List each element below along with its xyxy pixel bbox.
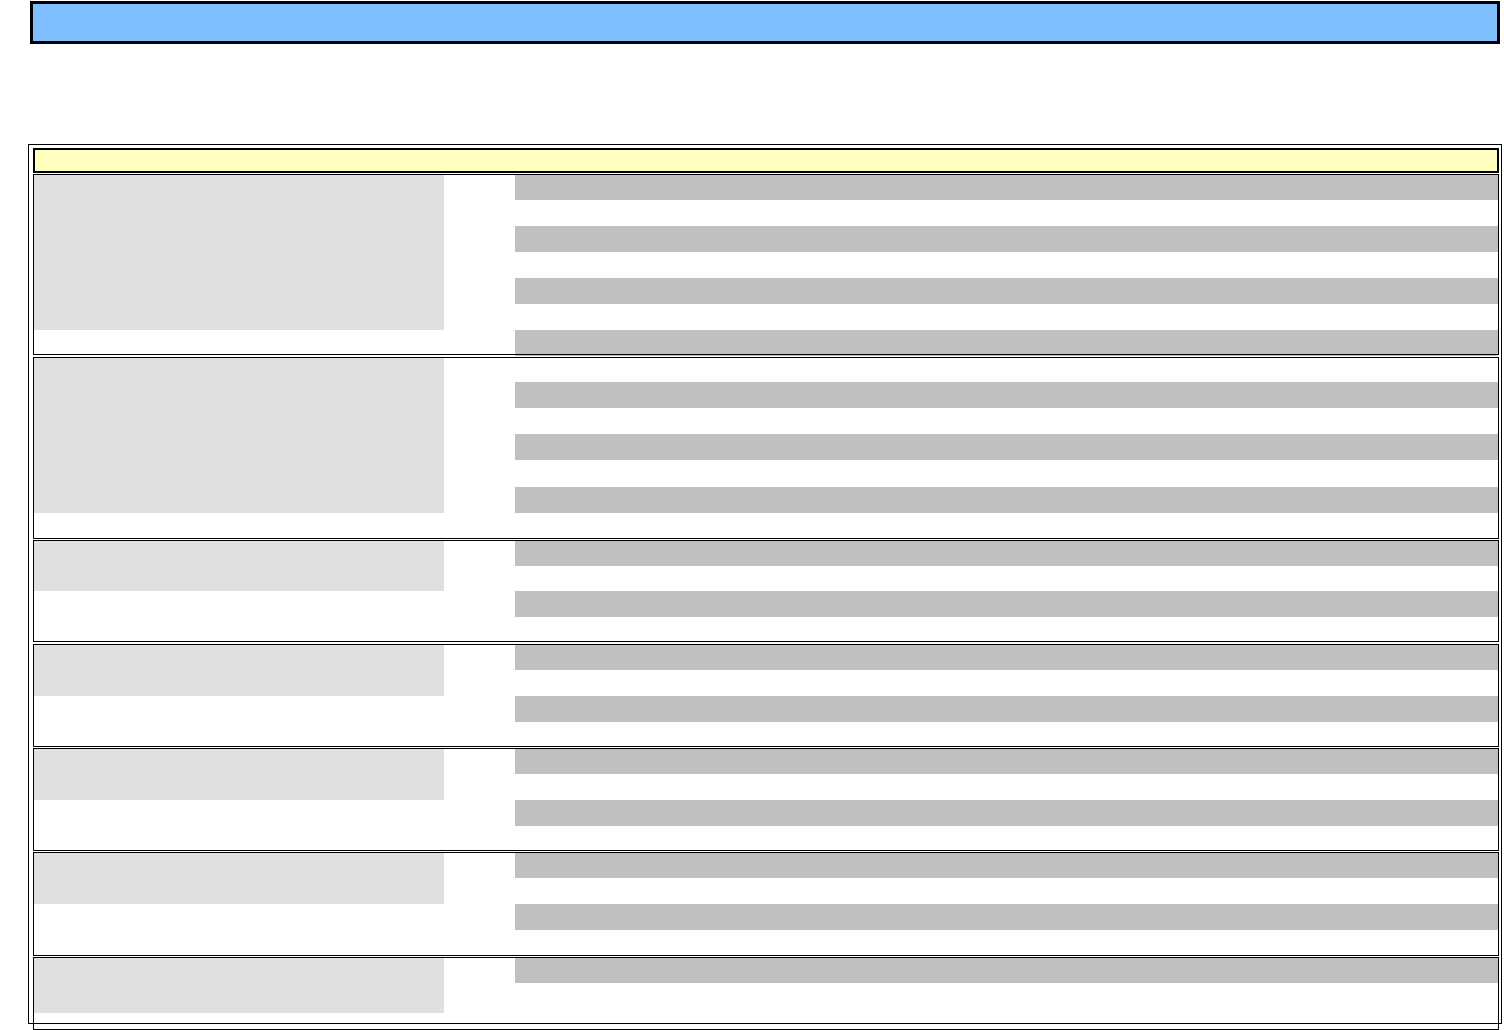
field-row bbox=[515, 434, 1498, 460]
form-section-6 bbox=[33, 852, 1499, 956]
field-row bbox=[515, 330, 1498, 356]
form-banner bbox=[33, 148, 1499, 173]
label-cell bbox=[33, 540, 444, 591]
form-section-7 bbox=[33, 957, 1499, 1030]
label-cell bbox=[33, 174, 444, 330]
field-row bbox=[515, 278, 1498, 304]
label-cell bbox=[33, 644, 444, 696]
field-row bbox=[515, 591, 1498, 617]
form-section-3 bbox=[33, 540, 1499, 642]
form-section-2 bbox=[33, 357, 1499, 539]
field-row bbox=[515, 487, 1498, 513]
form-section-5 bbox=[33, 748, 1499, 851]
field-row bbox=[515, 904, 1498, 930]
field-row bbox=[515, 748, 1498, 774]
field-row bbox=[515, 382, 1498, 408]
field-row bbox=[515, 174, 1498, 200]
label-cell bbox=[33, 957, 444, 1013]
field-row bbox=[515, 644, 1498, 670]
field-row bbox=[515, 696, 1498, 722]
title-bar bbox=[30, 1, 1500, 44]
field-row bbox=[515, 957, 1498, 983]
form-section-1 bbox=[33, 174, 1499, 355]
field-row bbox=[515, 226, 1498, 252]
label-cell bbox=[33, 748, 444, 800]
form-section-4 bbox=[33, 644, 1499, 747]
field-row bbox=[515, 852, 1498, 878]
field-row bbox=[515, 800, 1498, 826]
field-row bbox=[515, 540, 1498, 566]
label-cell bbox=[33, 357, 444, 513]
label-cell bbox=[33, 852, 444, 904]
